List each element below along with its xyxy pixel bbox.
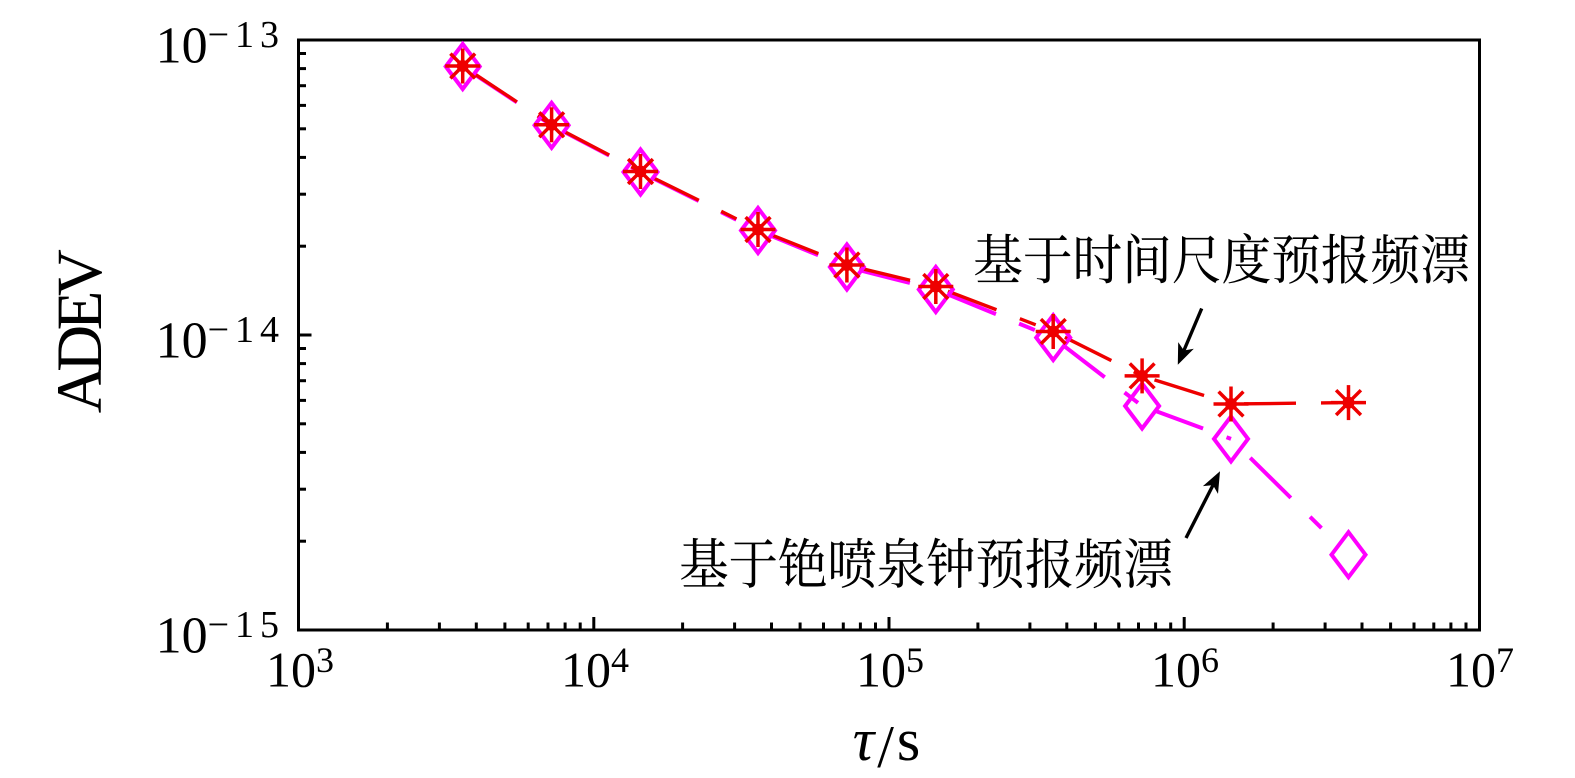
- svg-text:103: 103: [266, 640, 334, 698]
- svg-text:ADEV: ADEV: [44, 249, 116, 413]
- svg-text:τ/s: τ/s: [853, 707, 924, 778]
